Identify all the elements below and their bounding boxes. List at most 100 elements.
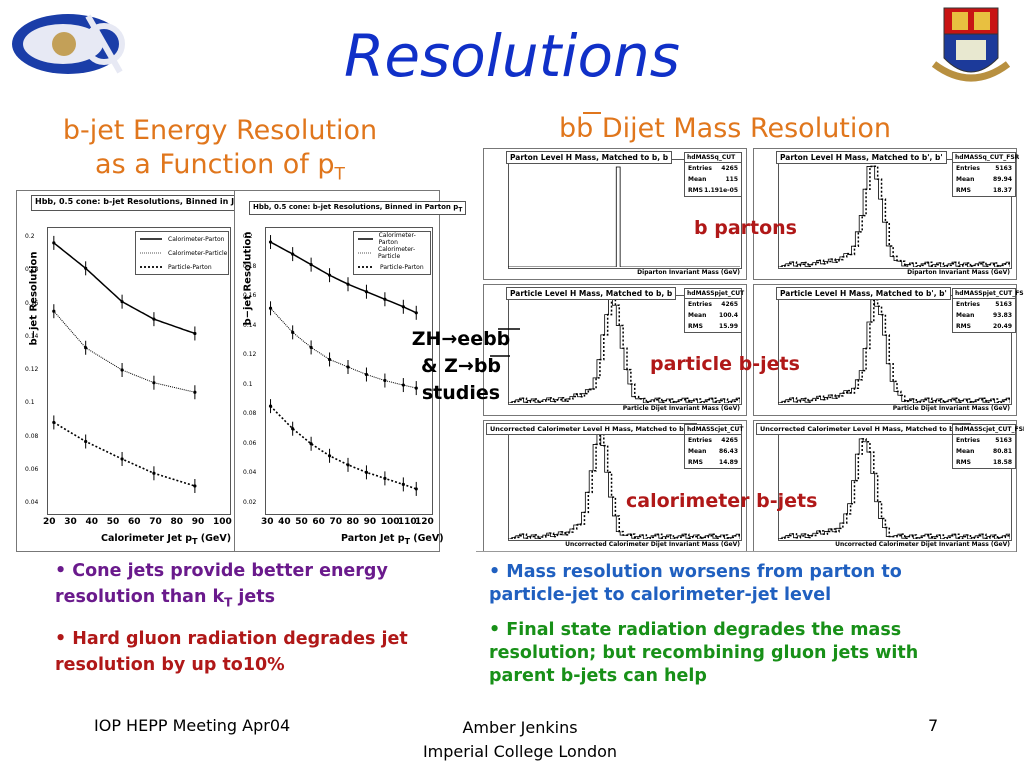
plot2-legend-item: Calorimeter-Parton: [354, 232, 430, 246]
plot2-title: Hbb, 0.5 cone: b-jet Resolutions, Binned…: [249, 201, 467, 216]
mass-stat-label: Entries: [956, 437, 980, 444]
resolution-data-point: [364, 290, 369, 294]
mass-stat-row: RMS 18.58: [953, 457, 1015, 468]
y-tick-label: 0.14: [243, 321, 257, 329]
left-bullet-1: • Cone jets provide better energy resolu…: [55, 558, 435, 616]
mass-histogram-panel: Parton Level H Mass, Matched to b, b hdM…: [483, 148, 747, 280]
mass-stat-label: Mean: [956, 176, 975, 183]
divider-line: [476, 551, 1016, 552]
mass-stat-row: RMS 14.89: [685, 457, 741, 468]
mass-hist-name: hdMASSq_CUT_FSR: [953, 154, 1020, 163]
plot2-xlabel: Parton Jet pT (GeV): [341, 533, 444, 546]
resolution-data-point: [383, 476, 387, 480]
resolution-plot-parton-pt: Hbb, 0.5 cone: b-jet Resolutions, Binned…: [234, 190, 467, 552]
resolution-data-point: [346, 282, 350, 286]
footer-center: Amber Jenkins Imperial College London: [380, 716, 660, 764]
resolution-data-point: [346, 365, 350, 369]
mass-stat-value: 5163: [995, 301, 1012, 308]
x-tick-label: 90: [191, 517, 205, 527]
plot1-xlabel: Calorimeter Jet pT (GeV): [101, 533, 231, 546]
left-bullets: • Cone jets provide better energy resolu…: [55, 558, 435, 678]
resolution-data-point: [401, 305, 405, 309]
plot1-xlabel-sub: T: [192, 536, 198, 546]
bbar-overlines: [490, 328, 520, 357]
plot2-frame: [265, 227, 433, 515]
mass-title: Uncorrected Calorimeter Level H Mass, Ma…: [486, 423, 698, 435]
mass-stat-label: Mean: [688, 312, 707, 319]
mass-histogram-dashed-line: [510, 431, 740, 539]
resolution-data-point: [401, 383, 405, 387]
mass-stat-label: RMS: [688, 187, 703, 194]
x-tick-label: 110: [397, 517, 417, 527]
plot2-title-sub: T: [458, 207, 463, 214]
resolution-data-point: [414, 386, 418, 390]
plot1-legend-item: Calorimeter-Particle: [136, 246, 228, 260]
plot1-legend-label: Calorimeter-Parton: [168, 235, 225, 243]
mass-stat-row: RMS 1.191e-05: [685, 185, 741, 196]
resolution-series-line: [53, 242, 196, 335]
plot1-legend-item: Calorimeter-Parton: [136, 232, 228, 246]
resolution-data-point: [52, 309, 56, 313]
mass-stat-row: Mean 115: [685, 174, 741, 185]
mass-xlabel: Diparton Invariant Mass (GeV): [637, 269, 740, 276]
y-tick-label: 0.08: [243, 410, 257, 418]
resolution-data-point: [383, 378, 387, 383]
y-tick-label: 0.1: [25, 399, 35, 407]
mass-stat-row: Mean 86.43: [685, 446, 741, 457]
resolution-plot-jet-pt: Hbb, 0.5 cone: b-jet Resolutions, Binned…: [16, 190, 261, 552]
mass-stat-row: Entries 4265: [685, 299, 741, 310]
plot2-chart: [268, 235, 418, 496]
resolution-data-point: [84, 439, 88, 444]
mass-stat-label: RMS: [688, 459, 703, 466]
mass-stat-value: 4265: [721, 301, 738, 308]
resolution-data-point: [84, 346, 88, 350]
resolution-data-point: [309, 442, 313, 446]
resolution-data-point: [193, 390, 197, 394]
page-title: Resolutions: [344, 22, 680, 90]
left-bullet-1-text: • Cone jets provide better energy resolu…: [55, 561, 388, 607]
mass-frame: [508, 295, 742, 405]
mass-title: Particle Level H Mass, Matched to b', b': [776, 287, 951, 300]
x-tick-label: 100: [213, 517, 232, 527]
resolution-data-point: [84, 266, 88, 270]
footer-page-number: 7: [928, 716, 939, 735]
mass-stat-value: 5163: [995, 165, 1012, 172]
x-tick-label: 30: [261, 517, 274, 527]
mass-stat-label: Mean: [956, 448, 975, 455]
mass-stat-label: Entries: [688, 437, 712, 444]
y-tick-label: 0.04: [243, 469, 257, 477]
d0-logo: [8, 8, 136, 78]
resolution-data-point: [327, 357, 332, 362]
resolution-data-point: [152, 471, 156, 475]
mass-stat-value: 4265: [721, 165, 738, 172]
mass-stat-value: 86.43: [719, 448, 738, 455]
y-tick-label: 0.06: [25, 465, 39, 473]
resolution-data-point: [120, 300, 124, 304]
plot2-xlabel-sub: T: [404, 536, 410, 546]
resolution-data-point: [327, 454, 332, 458]
x-tick-label: 80: [346, 517, 360, 527]
x-tick-label: 90: [363, 517, 377, 527]
y-tick-label: 0.16: [25, 299, 39, 307]
resolution-data-point: [383, 297, 387, 301]
mass-xlabel: Particle Dijet Invariant Mass (GeV): [622, 405, 740, 412]
resolution-data-point: [120, 368, 124, 372]
mass-stat-row: Entries 4265: [685, 435, 741, 446]
overlay-b-partons: b partons: [694, 217, 797, 239]
y-tick-label: 0.08: [25, 432, 39, 440]
mass-histogram-chart: [508, 431, 740, 539]
left-bullet-2: • Hard gluon radiation degrades jet reso…: [55, 628, 408, 675]
resolution-data-point: [346, 463, 350, 467]
mass-stat-box: hdMASSq_CUT Entries 4265 Mean 115 RMS 1.191…: [684, 152, 742, 197]
mass-stat-label: Entries: [688, 165, 712, 172]
mass-title-text: Particle Level H Mass, Matched to b', b': [780, 289, 947, 298]
mass-hist-name: hdMASScjet_CUT_FSR: [953, 426, 1024, 435]
y-tick-label: 0.2: [25, 233, 35, 240]
resolution-series-line: [269, 405, 417, 490]
mass-histogram-dashed-line: [780, 165, 1010, 267]
mass-xlabel: Diparton Invariant Mass (GeV): [907, 269, 1010, 276]
mass-stat-value: 5163: [995, 437, 1012, 444]
x-tick-label: 30: [64, 517, 77, 527]
mass-histogram-panel: Parton Level H Mass, Matched to b', b' h…: [753, 148, 1020, 280]
mass-histogram-line: [778, 165, 1010, 267]
